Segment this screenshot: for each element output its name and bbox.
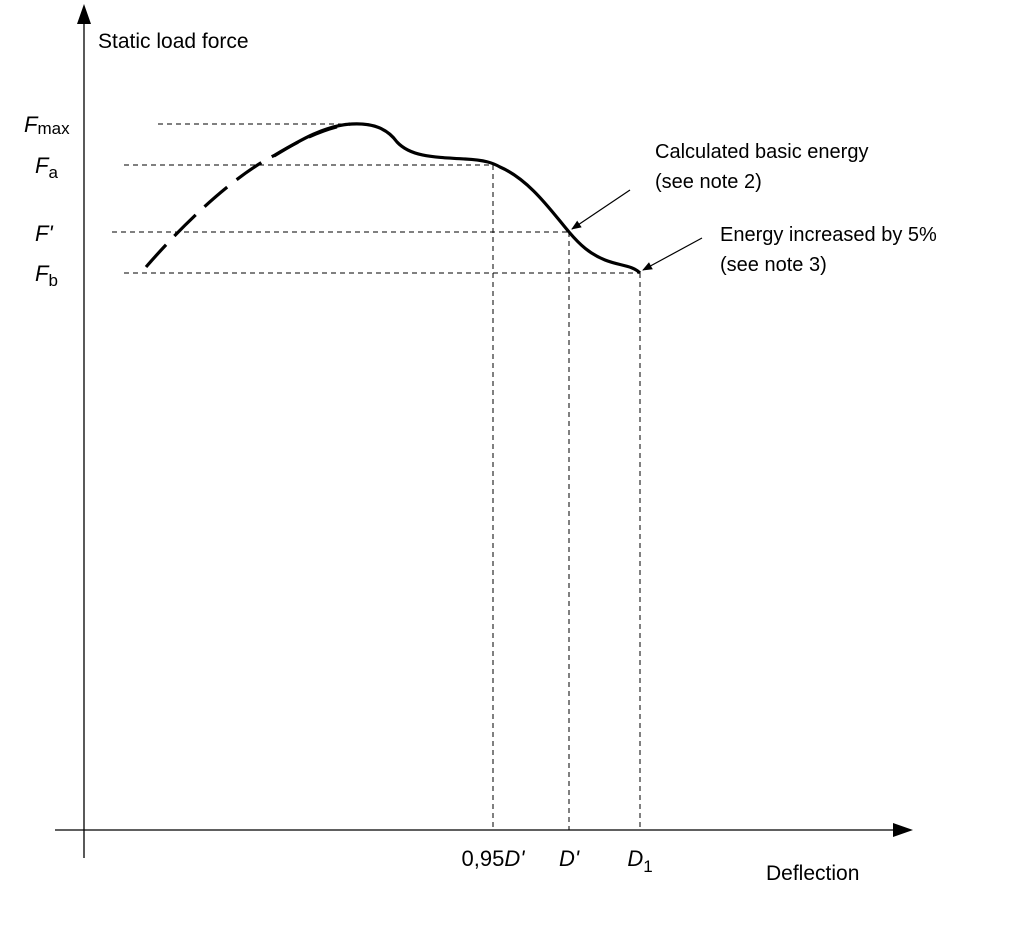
x-axis-title: Deflection — [766, 862, 859, 885]
annotation-basic-energy: Calculated basic energy (see note 2) — [571, 141, 868, 230]
y-axis-title: Static load force — [98, 30, 249, 53]
y-tick-fb: Fb — [35, 261, 58, 290]
annotation-basic-energy-line2: (see note 2) — [655, 171, 762, 193]
x-tick-095dprime: 0,95D' — [462, 846, 526, 871]
y-tick-fa: Fa — [35, 153, 58, 182]
y-axis-arrowhead — [77, 4, 91, 24]
y-tick-fprime: F' — [35, 221, 53, 246]
x-axis-arrowhead — [893, 823, 913, 837]
annotation-energy-increased: Energy increased by 5% (see note 3) — [642, 224, 937, 276]
annotation-basic-energy-line1: Calculated basic energy — [655, 141, 868, 163]
annotation-energy-increased-arrow — [642, 237, 703, 271]
load-curve-dashed-segment — [144, 122, 351, 269]
x-axis — [55, 823, 913, 837]
annotation-basic-energy-arrow — [571, 189, 631, 230]
load-curve-solid-segment — [273, 122, 642, 275]
y-axis — [77, 4, 91, 858]
annotation-energy-increased-line1: Energy increased by 5% — [720, 224, 937, 246]
x-tick-d1: D1 — [627, 846, 652, 876]
y-tick-fmax: Fmax — [24, 112, 70, 138]
x-tick-dprime: D' — [559, 846, 580, 871]
annotation-energy-increased-line2: (see note 3) — [720, 254, 827, 276]
